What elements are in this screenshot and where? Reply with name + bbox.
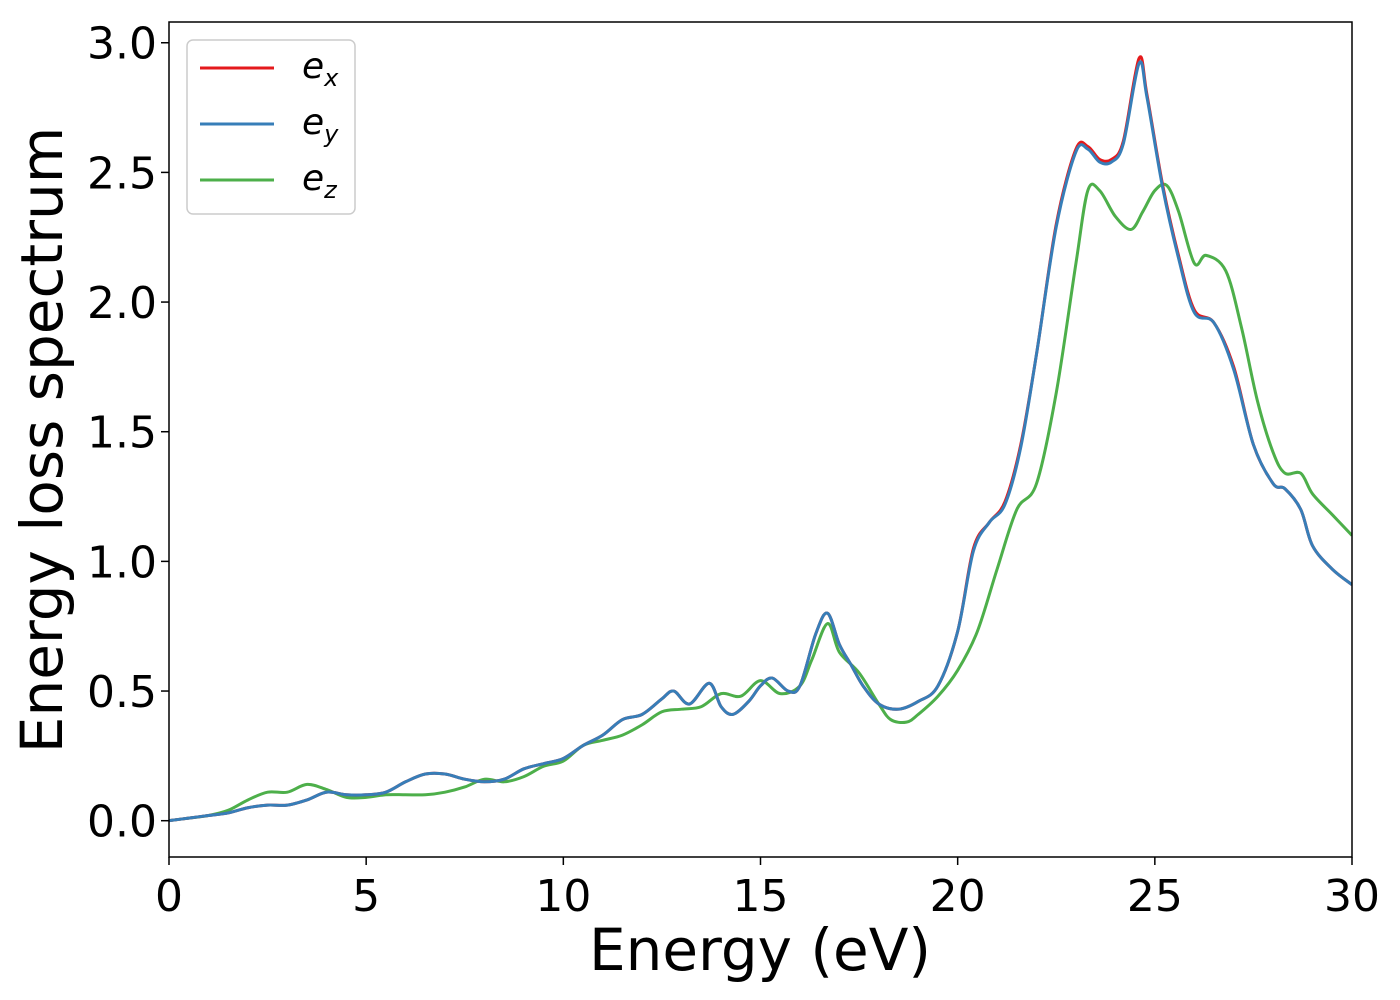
legend-box — [186, 39, 356, 215]
x-tick-label: 30 — [1324, 871, 1380, 922]
y-tick-label: 2.0 — [87, 278, 157, 329]
x-tick-label: 5 — [352, 871, 380, 922]
y-tick-label: 0.0 — [87, 797, 157, 848]
x-axis-label: Energy (eV) — [589, 916, 931, 984]
series-group — [169, 55, 1352, 823]
y-tick-label: 1.5 — [87, 408, 157, 459]
x-tick-label: 15 — [733, 871, 789, 922]
y-axis: 0.0 0.5 1.0 1.5 2.0 2.5 3.0 — [87, 19, 169, 848]
legend-label-ey: ey — [302, 102, 339, 148]
x-tick-label: 10 — [535, 871, 591, 922]
x-tick-label: 20 — [930, 871, 986, 922]
legend-label-ex: ex — [302, 46, 339, 92]
series-line-ez — [169, 182, 1352, 823]
y-axis-label: Energy loss spectrum — [8, 127, 76, 753]
x-tick-label: 25 — [1127, 871, 1183, 922]
legend-label-ez: ez — [302, 158, 338, 204]
y-tick-label: 1.0 — [87, 537, 157, 588]
legend: ex ey ez — [186, 39, 356, 215]
x-axis: 0 5 10 15 20 25 30 — [155, 857, 1380, 922]
x-tick-label: 0 — [155, 871, 183, 922]
series-line-ey — [169, 60, 1352, 823]
y-tick-label: 0.5 — [87, 667, 157, 718]
y-tick-label: 2.5 — [87, 148, 157, 199]
y-tick-label: 3.0 — [87, 19, 157, 70]
